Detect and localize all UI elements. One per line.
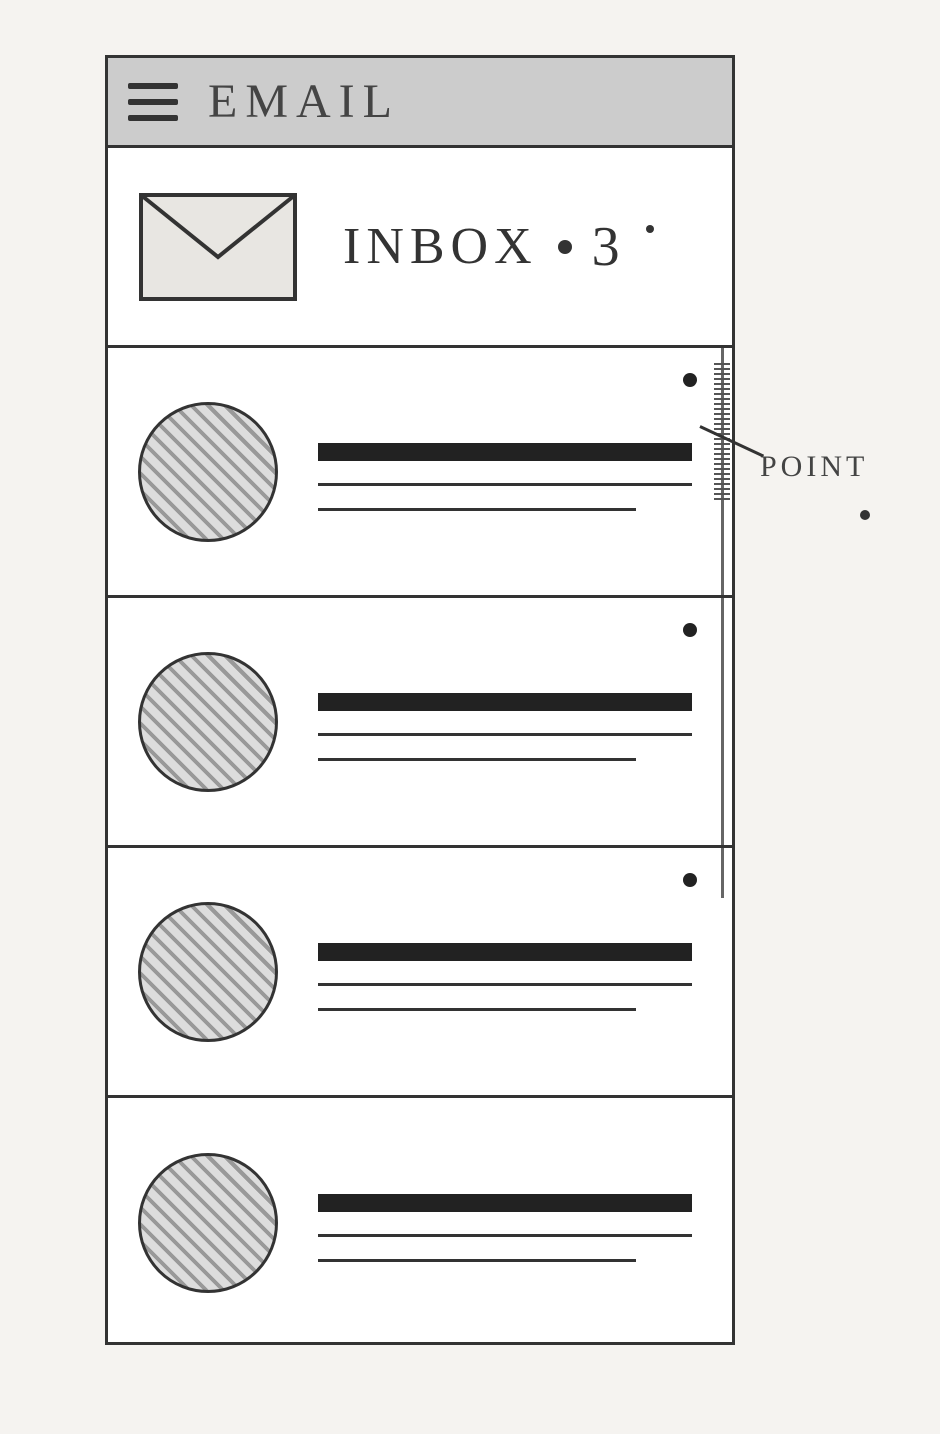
email-content — [318, 683, 692, 761]
subject-placeholder — [318, 693, 692, 711]
unread-indicator-icon — [683, 623, 697, 637]
email-item[interactable] — [108, 348, 732, 598]
avatar-icon — [138, 1153, 278, 1293]
inbox-label-text: INBOX — [343, 217, 538, 276]
body-line-placeholder — [318, 1259, 636, 1262]
email-content — [318, 433, 692, 511]
subject-placeholder — [318, 443, 692, 461]
body-line-placeholder — [318, 983, 692, 986]
avatar-icon — [138, 402, 278, 542]
body-line-placeholder — [318, 1008, 636, 1011]
subject-placeholder — [318, 943, 692, 961]
unread-indicator-icon — [683, 373, 697, 387]
body-line-placeholder — [318, 758, 636, 761]
inbox-header: INBOX 3 — [108, 148, 732, 348]
email-item[interactable] — [108, 848, 732, 1098]
accent-dot-icon — [646, 225, 654, 233]
inbox-count: 3 — [592, 215, 626, 279]
annotation-label: POINT — [760, 450, 868, 484]
annotation-dot-icon — [860, 510, 870, 520]
body-line-placeholder — [318, 508, 636, 511]
subject-placeholder — [318, 1194, 692, 1212]
separator-dot-icon — [558, 240, 572, 254]
email-item[interactable] — [108, 598, 732, 848]
unread-indicator-icon — [683, 873, 697, 887]
body-line-placeholder — [318, 483, 692, 486]
body-line-placeholder — [318, 733, 692, 736]
email-list — [108, 348, 732, 1339]
avatar-icon — [138, 652, 278, 792]
hamburger-menu-icon[interactable] — [128, 83, 178, 121]
email-item[interactable] — [108, 1098, 732, 1339]
email-content — [318, 1184, 692, 1262]
inbox-label-group: INBOX 3 — [343, 215, 654, 279]
app-title: EMAIL — [208, 74, 400, 129]
app-frame: EMAIL INBOX 3 — [105, 55, 735, 1345]
body-line-placeholder — [318, 1234, 692, 1237]
avatar-icon — [138, 902, 278, 1042]
email-content — [318, 933, 692, 1011]
title-bar: EMAIL — [108, 58, 732, 148]
envelope-icon — [138, 192, 298, 302]
